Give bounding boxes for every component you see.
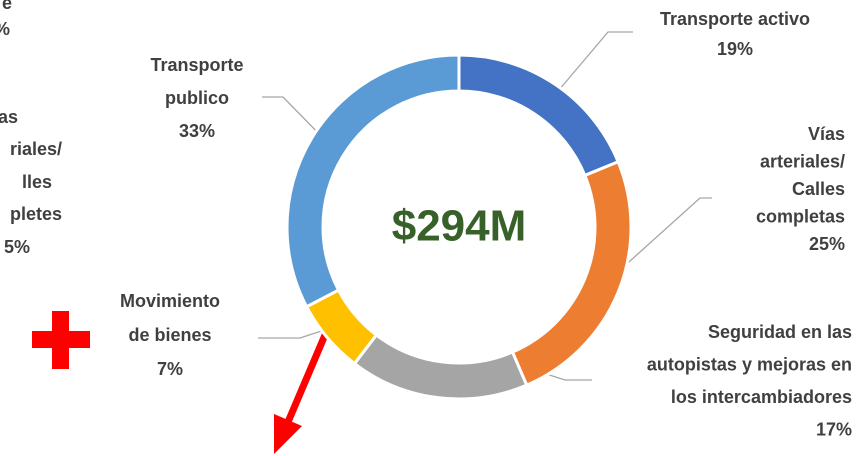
cropped-label: e [2,0,12,13]
leader-line [262,96,331,146]
value-label: 17% [816,419,852,439]
slice-label: arteriales/ [760,151,845,171]
donut-slice [285,53,461,309]
slice-label: publico [165,88,229,108]
slice-label: completas [756,206,845,226]
slice-label: Movimiento [120,291,220,311]
slice-label: Seguridad en las [708,322,852,342]
value-label: 25% [809,234,845,254]
cropped-label: lles [22,172,52,192]
leader-line [599,197,712,289]
red-plus [32,311,90,369]
cropped-label: pletes [10,204,62,224]
center-label: $294M [392,202,527,251]
slice-label: Calles [792,179,845,199]
cropped-label: 5% [4,237,30,257]
value-label: 7% [157,359,183,379]
donut-slice [352,332,529,401]
slice-label: Transporte [150,55,243,75]
leader-line [547,31,633,104]
slice-label: de bienes [128,325,211,345]
cropped-label: % [0,19,10,39]
cropped-label: ías [0,107,18,127]
donut-slice [510,159,633,388]
slice-label: autopistas y mejoras en [647,354,852,374]
slice-label: los intercambiadores [671,387,852,407]
cropped-label: riales/ [10,139,62,159]
red-arrow [274,333,329,454]
slice-label: Transporte activo [660,9,810,29]
value-label: 33% [179,121,215,141]
donut-slice [457,53,621,178]
value-label: 19% [717,39,753,59]
slice-label: Vías [808,124,845,144]
